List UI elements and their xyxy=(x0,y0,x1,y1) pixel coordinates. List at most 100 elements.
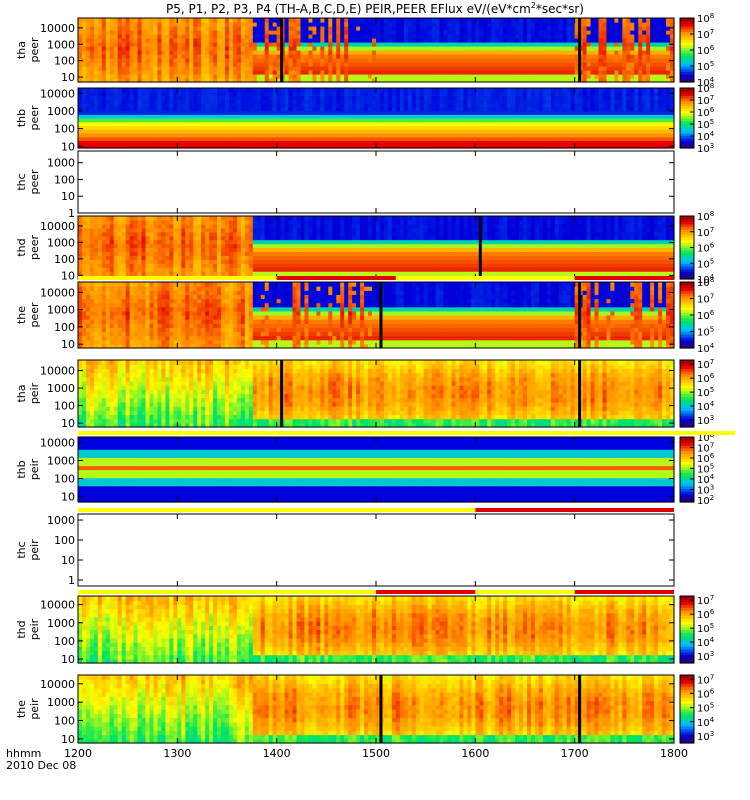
spectrogram-cell xyxy=(153,129,159,134)
spectrogram-cell xyxy=(93,50,99,55)
spectrogram-cell xyxy=(316,88,321,93)
spectrogram-cell xyxy=(276,91,282,97)
spectrogram-cell xyxy=(244,106,250,112)
spectrogram-cell xyxy=(248,110,254,115)
spectrogram-cell xyxy=(260,144,266,149)
spectrogram-cell xyxy=(205,18,210,23)
spectrogram-cell xyxy=(507,125,512,130)
spectrogram-cell xyxy=(193,34,198,39)
spectrogram-cell xyxy=(439,66,445,71)
spectrogram-cell xyxy=(455,121,461,127)
spectrogram-cell xyxy=(177,58,182,63)
spectrogram-cell xyxy=(658,91,663,97)
spectrogram-cell xyxy=(89,46,95,51)
spectrogram-cell xyxy=(491,38,496,43)
spectrogram-cell xyxy=(598,99,604,104)
spectrogram-cell xyxy=(344,129,349,134)
spectrogram-cell xyxy=(670,74,675,79)
spectrogram-cell xyxy=(606,103,612,108)
spectrogram-cell xyxy=(121,46,127,51)
spectrogram-cell xyxy=(662,42,667,47)
spectrogram-cell xyxy=(340,54,345,59)
spectrogram-cell xyxy=(626,114,631,119)
spectrogram-cell xyxy=(459,58,465,63)
spectrogram-cell xyxy=(423,140,429,145)
spectrogram-cell xyxy=(662,50,667,55)
spectrogram-cell xyxy=(523,78,528,83)
spectrogram-cell xyxy=(558,46,564,51)
spectrogram-cell xyxy=(507,22,512,27)
spectrogram-cell xyxy=(383,18,389,23)
spectrogram-cell xyxy=(105,110,111,115)
spectrogram-cell xyxy=(638,58,643,63)
spectrogram-cell xyxy=(471,110,476,115)
spectrogram-cell xyxy=(463,95,468,100)
spectrogram-cell xyxy=(546,118,552,123)
spectrogram-cell xyxy=(280,91,286,97)
spectrogram-cell xyxy=(272,136,278,142)
spectrogram-cell xyxy=(550,125,556,130)
spectrogram-cell xyxy=(292,114,298,119)
spectrogram-cell xyxy=(189,144,194,149)
spectrogram-cell xyxy=(403,22,409,27)
spectrogram-cell xyxy=(395,26,401,31)
spectrogram-cell xyxy=(658,133,663,138)
spectrogram-cell xyxy=(272,22,278,27)
spectrogram-cell xyxy=(240,62,246,67)
spectrogram-cell xyxy=(260,106,266,112)
spectrogram-cell xyxy=(383,42,389,47)
spectrogram-cell xyxy=(205,129,210,134)
spectrogram-cell xyxy=(300,54,306,59)
spectrogram-cell xyxy=(129,42,135,47)
spectrogram-cell xyxy=(598,129,604,134)
spectrogram-cell xyxy=(387,18,393,23)
spectrogram-cell xyxy=(173,133,178,138)
spectrogram-cell xyxy=(304,103,310,108)
spectrogram-cell xyxy=(423,114,429,119)
spectrogram-cell xyxy=(213,22,218,27)
spectrogram-cell xyxy=(244,136,250,142)
spectrogram-cell xyxy=(578,144,584,149)
spectrogram-cell xyxy=(284,106,290,112)
spectrogram-cell xyxy=(662,34,667,39)
spectrogram-cell xyxy=(443,38,449,43)
spectrogram-cell xyxy=(515,66,520,71)
spectrogram-cell xyxy=(662,103,667,108)
spectrogram-cell xyxy=(209,26,214,31)
spectrogram-cell xyxy=(89,38,95,43)
spectrogram-cell xyxy=(129,118,135,123)
spectrogram-cell xyxy=(205,30,210,35)
spectrogram-cell xyxy=(81,118,87,123)
spectrogram-cell xyxy=(403,54,409,59)
spectrogram-cell xyxy=(526,106,532,112)
spectrogram-cell xyxy=(101,22,107,27)
spectrogram-cell xyxy=(530,121,536,127)
spectrogram-cell xyxy=(304,34,310,39)
spectrogram-cell xyxy=(582,22,588,27)
spectrogram-cell xyxy=(479,129,484,134)
spectrogram-cell xyxy=(352,95,357,100)
spectrogram-cell xyxy=(201,70,206,75)
spectrogram-cell xyxy=(542,140,548,145)
spectrogram-cell xyxy=(81,46,87,51)
spectrogram-cell xyxy=(467,144,472,149)
spectrogram-cell xyxy=(81,103,87,108)
spectrogram-cell xyxy=(602,22,608,27)
spectrogram-cell xyxy=(193,78,198,83)
spectrogram-cell xyxy=(209,110,214,115)
spectrogram-cell xyxy=(419,18,425,23)
spectrogram-cell xyxy=(634,22,639,27)
spectrogram-cell xyxy=(614,42,619,47)
spectrogram-cell xyxy=(78,243,83,249)
spectrogram-cell xyxy=(586,70,592,75)
spectrogram-cell xyxy=(177,99,182,104)
spectrogram-cell xyxy=(626,74,631,79)
spectrogram-cell xyxy=(312,110,317,115)
spectrogram-cell xyxy=(336,110,341,115)
spectrogram-thb-peer xyxy=(78,88,675,149)
spectrogram-cell xyxy=(360,110,365,115)
spectrogram-cell xyxy=(507,18,512,23)
spectrogram-cell xyxy=(165,38,170,43)
spectrogram-cell xyxy=(606,66,612,71)
spectrogram-cell xyxy=(125,91,131,97)
